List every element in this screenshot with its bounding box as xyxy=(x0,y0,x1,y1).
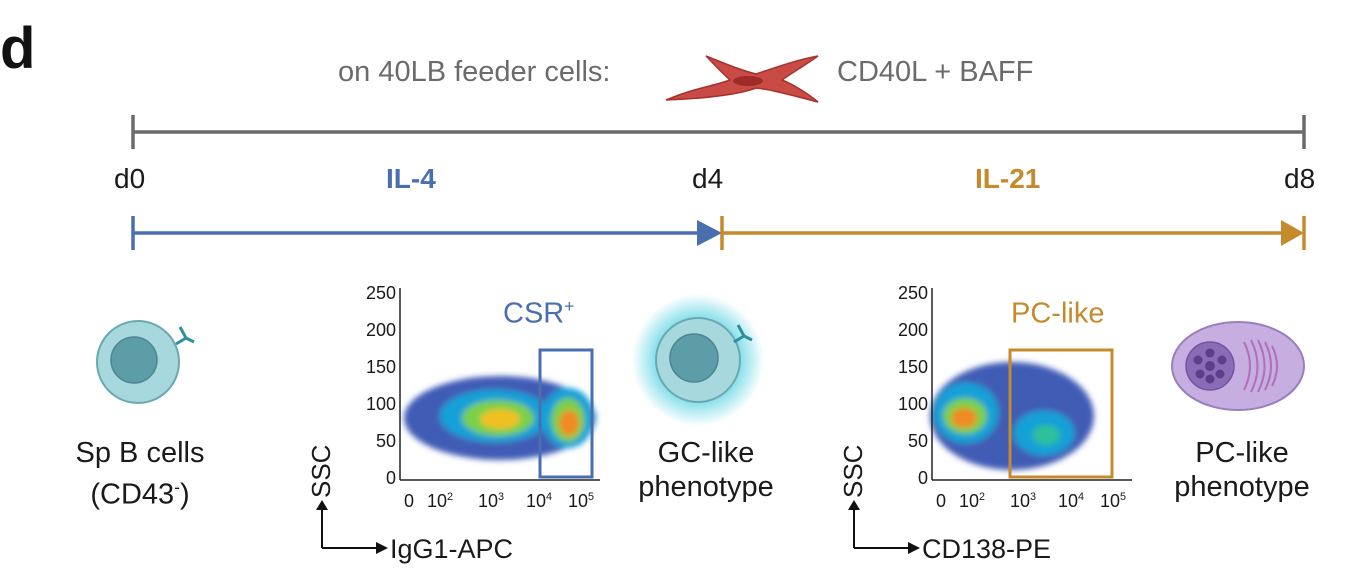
x-tick: 0 xyxy=(404,491,415,511)
y-tick: 150 xyxy=(365,357,396,377)
cell-label-pc-like-line2: phenotype xyxy=(1174,471,1310,503)
y-tick: 250 xyxy=(897,283,928,303)
y-tick: 100 xyxy=(365,394,396,414)
cell-label-gc-like-line2: phenotype xyxy=(638,471,774,503)
y-axis-label: SSC xyxy=(306,444,336,498)
x-axis-label: IgG1-APC xyxy=(390,534,514,564)
day-label-d0: d0 xyxy=(114,163,146,194)
y-tick: 200 xyxy=(897,320,928,340)
day-label-d4: d4 xyxy=(692,163,724,194)
axes xyxy=(931,288,1132,481)
y-tick: 50 xyxy=(375,431,396,451)
y-tick: 150 xyxy=(897,357,928,377)
x-tick: 102 xyxy=(959,491,986,511)
x-axis-label: CD138-PE xyxy=(922,534,1052,564)
b-cell-icon xyxy=(96,320,195,404)
phase-arrow-il21 xyxy=(720,216,1306,250)
density-scatter xyxy=(930,362,1094,470)
cell-label-gc-like: GC-like phenotype xyxy=(616,436,796,504)
plot-area xyxy=(930,288,1132,481)
cell-label-gc-like-line1: GC-like xyxy=(657,437,755,469)
cell-label-sp-b-line2: (CD43-) xyxy=(90,477,190,511)
x-tick: 104 xyxy=(526,491,553,511)
panel-letter: d xyxy=(0,16,36,81)
y-axis-label: SSC xyxy=(838,444,868,498)
feeder-suffix: CD40L + BAFF xyxy=(837,56,1034,88)
cell-label-pc-like-line1: PC-like xyxy=(1195,437,1289,469)
phase-label-il21: IL-21 xyxy=(975,163,1041,194)
density-scatter xyxy=(404,376,596,460)
gate-csr xyxy=(538,348,594,479)
flow-plot-igg1: 250 200 150 100 50 0 CSR+ 0 102 103 104 … xyxy=(300,280,610,568)
y-tick: 200 xyxy=(365,320,396,340)
fibroblast-icon xyxy=(665,55,819,103)
gate-pc-like xyxy=(1008,348,1114,479)
x-tick: 105 xyxy=(1100,491,1127,511)
x-tick: 0 xyxy=(936,491,947,511)
x-tick: 105 xyxy=(568,491,595,511)
axis-arrows xyxy=(848,500,920,554)
plot-area xyxy=(399,288,600,481)
cell-label-sp-b: Sp B cells (CD43-) xyxy=(60,436,220,512)
cell-label-pc-like: PC-like phenotype xyxy=(1152,436,1332,504)
x-tick: 103 xyxy=(1010,491,1037,511)
x-tick: 102 xyxy=(427,491,454,511)
x-tick: 104 xyxy=(1058,491,1085,511)
gate-label-csr: CSR+ xyxy=(503,296,575,330)
y-tick: 0 xyxy=(385,468,396,488)
cell-label-sp-b-line1: Sp B cells xyxy=(75,437,205,469)
flow-plot-cd138: 250 200 150 100 50 0 PC-like 0 102 103 1… xyxy=(832,280,1142,568)
axes xyxy=(399,288,600,481)
x-tick: 103 xyxy=(478,491,505,511)
feeder-prefix: on 40LB feeder cells: xyxy=(338,56,611,88)
y-tick: 250 xyxy=(365,283,396,303)
gate-label-pc-like: PC-like xyxy=(1011,297,1105,330)
plasma-cell-icon xyxy=(1171,321,1305,411)
y-tick: 0 xyxy=(917,468,928,488)
y-tick: 100 xyxy=(897,394,928,414)
phase-label-il4: IL-4 xyxy=(386,163,436,194)
gc-b-cell-icon xyxy=(632,294,764,426)
phase-arrow-il4 xyxy=(131,216,722,250)
axis-arrows xyxy=(316,500,388,554)
y-tick: 50 xyxy=(907,431,928,451)
day-label-d8: d8 xyxy=(1284,163,1316,194)
